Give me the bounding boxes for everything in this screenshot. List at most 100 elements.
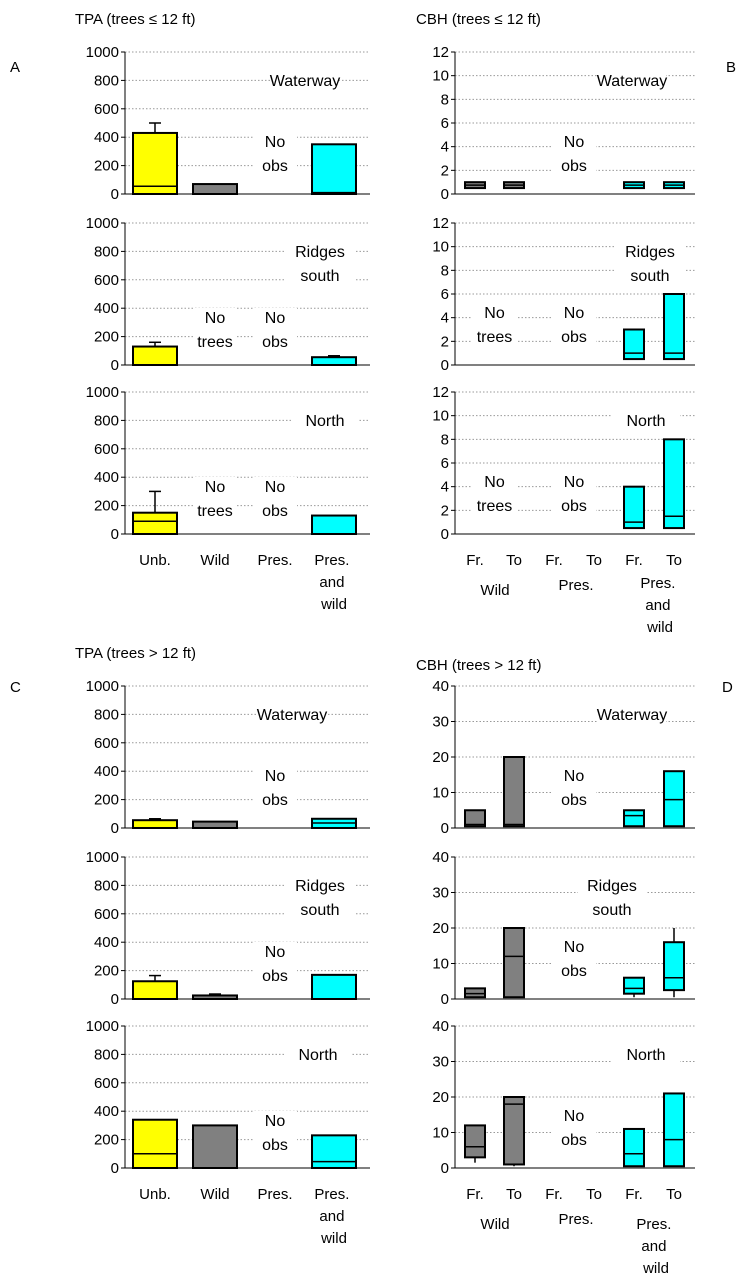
y-tick-label: 200 (94, 329, 119, 346)
subplot-c-ridges-south: 0 200 400 600 800 1000 Ridges south No obs (86, 849, 370, 1008)
x-sublabel-fr: Fr. (466, 552, 484, 569)
subplot-label-bg (286, 266, 354, 286)
x-sublabel-fr: Fr. (625, 1186, 643, 1203)
x-label-line: and (645, 597, 670, 614)
bar-pres-and-wild-fr (623, 976, 645, 995)
tpa-x-labels-c: Unb. Wild Pres. Pres. and wild (139, 1186, 349, 1247)
x-label-wild: Wild (200, 552, 229, 569)
annotation-pres: obs (262, 158, 288, 175)
annotation-pres: obs (561, 158, 587, 175)
annotation-pres: obs (561, 963, 587, 980)
y-tick-label: 12 (432, 384, 449, 401)
y-tick-label: 0 (111, 1160, 119, 1177)
annotation-bg (253, 501, 297, 521)
subplot-label-ridges-south: south (630, 268, 669, 285)
panel-letter-a: A (10, 59, 20, 76)
bar-unb (132, 819, 178, 830)
annotation-bg (193, 308, 237, 328)
annotation-pres: obs (262, 503, 288, 520)
y-tick-label: 10 (432, 68, 449, 85)
y-tick-label: 10 (432, 239, 449, 256)
y-tick-label: 800 (94, 412, 119, 429)
panel-title-c: TPA (trees > 12 ft) (75, 645, 196, 662)
x-sublabel-fr: Fr. (466, 1186, 484, 1203)
y-tick-label: 20 (432, 920, 449, 937)
x-group-pres-and-wild: Pres. and wild (640, 575, 679, 636)
subplot-c-waterway: 0 200 400 600 800 1000 Waterway No obs (86, 678, 370, 837)
bar-pres-and-wild-fr (623, 328, 645, 361)
subplot-label-bg (258, 705, 326, 725)
y-tick-label: 30 (432, 885, 449, 902)
annotation-pres: obs (262, 792, 288, 809)
tpa-x-labels-a: Unb. Wild Pres. Pres. and wild (139, 552, 353, 613)
x-sublabel-to: To (506, 552, 522, 569)
bar-pres-and-wild-to (663, 293, 685, 361)
annotation-wild: No (484, 474, 505, 491)
y-tick-label: 4 (441, 479, 449, 496)
y-tick-label: 4 (441, 310, 449, 327)
annotation-pres: No (265, 134, 286, 151)
panel-letter-b: B (726, 59, 736, 76)
annotation-pres: No (265, 310, 286, 327)
x-label-line: wild (320, 596, 347, 613)
bar-unb (132, 345, 178, 367)
panel-letter-d: D (722, 679, 733, 696)
annotation-bg (472, 496, 517, 516)
annotation-bg (552, 132, 596, 152)
annotation-pres: obs (262, 334, 288, 351)
x-label-line: Pres. (636, 1216, 671, 1233)
annotation-bg (253, 1135, 297, 1155)
annotation-bg (253, 766, 297, 786)
y-tick-label: 800 (94, 72, 119, 89)
y-tick-label: 600 (94, 1075, 119, 1092)
annotation-bg (253, 156, 297, 176)
bar-wild-fr (464, 809, 486, 828)
y-tick-label: 600 (94, 906, 119, 923)
x-sublabel-to: To (666, 552, 682, 569)
annotation-pres: No (265, 479, 286, 496)
y-tick-label: 10 (432, 956, 449, 973)
annotation-pres: obs (561, 1132, 587, 1149)
annotation-pres: obs (561, 498, 587, 515)
y-tick-label: 400 (94, 300, 119, 317)
bar-pres-and-wild (311, 356, 357, 367)
x-label-pres: Pres. (257, 552, 292, 569)
y-tick-label: 8 (441, 431, 449, 448)
subplot-label-ridges-south: south (592, 902, 631, 919)
annotation-pres: No (265, 1113, 286, 1130)
subplot-a-north: 0 200 400 600 800 1000 North No trees No obs (86, 384, 370, 543)
subplot-label-bg (598, 71, 666, 91)
y-tick-label: 400 (94, 1103, 119, 1120)
x-label-line: Pres. (314, 1186, 349, 1203)
subplot-label-bg (598, 705, 666, 725)
y-tick-label: 40 (432, 1018, 449, 1035)
annotation-wild: No (205, 479, 226, 496)
y-tick-label: 0 (111, 357, 119, 374)
x-label-pres-and-wild: Pres. and wild (314, 552, 353, 613)
annotation-bg (552, 790, 596, 810)
y-tick-label: 600 (94, 441, 119, 458)
bar-pres-and-wild-to (663, 1092, 685, 1168)
annotation-bg (253, 942, 297, 962)
y-tick-label: 0 (111, 991, 119, 1008)
annotation-pres: No (564, 474, 585, 491)
y-tick-label: 40 (432, 849, 449, 866)
x-group-pres: Pres. (558, 577, 593, 594)
subplot-label-ridges-south: Ridges (587, 878, 637, 895)
bar-pres-and-wild-to (663, 770, 685, 828)
subplot-label-bg (612, 1045, 680, 1065)
subplot-label-ridges-south: south (300, 268, 339, 285)
x-label-line: wild (320, 1230, 347, 1247)
subplot-label-north: North (626, 1047, 665, 1064)
subplot-label-ridges-south: Ridges (625, 244, 675, 261)
plot-area: 02004006008001000WaterwayNoobs0200400600… (86, 44, 695, 1177)
y-tick-label: 1000 (86, 215, 119, 232)
x-sublabel-to: To (586, 1186, 602, 1203)
annotation-bg (472, 327, 517, 347)
subplot-label-bg (284, 1045, 352, 1065)
subplot-a-ridges-south: 0 200 400 600 800 1000 Ridges south No trees No obs (86, 215, 370, 374)
bar-pres-and-wild (311, 143, 357, 196)
annotation-pres: obs (262, 1137, 288, 1154)
y-tick-label: 1000 (86, 44, 119, 61)
bar-wild-to (503, 756, 525, 828)
